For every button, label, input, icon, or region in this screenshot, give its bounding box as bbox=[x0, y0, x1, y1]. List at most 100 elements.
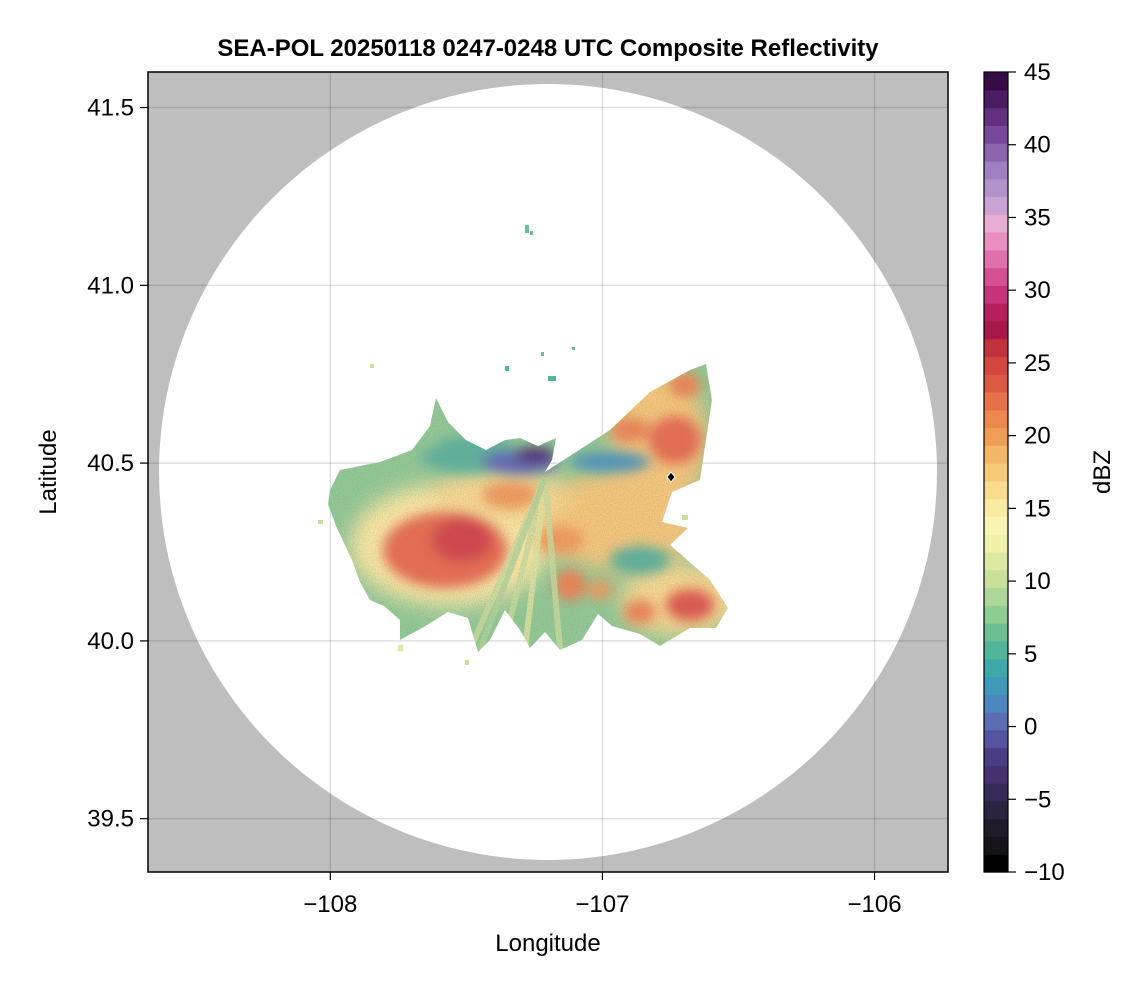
echo-spoke bbox=[542, 477, 563, 651]
colorbar-bin bbox=[984, 374, 1008, 393]
colorbar-bin bbox=[984, 623, 1008, 642]
colorbar-bin bbox=[984, 427, 1008, 446]
colorbar-bin bbox=[984, 747, 1008, 766]
colorbar-bin bbox=[984, 196, 1008, 215]
colorbar-tick-label: 40 bbox=[1024, 132, 1051, 159]
echo-region bbox=[572, 347, 575, 350]
x-axis-ticks: −108 −107 −106 bbox=[303, 872, 902, 918]
y-tick-label: 41.5 bbox=[87, 95, 134, 122]
colorbar-bin bbox=[984, 534, 1008, 553]
colorbar-frame bbox=[983, 71, 1009, 873]
colorbar-bin bbox=[984, 72, 1008, 91]
colorbar-bin bbox=[984, 712, 1008, 731]
colorbar-bin bbox=[984, 125, 1008, 144]
colorbar-tick-label: 45 bbox=[1024, 59, 1051, 86]
colorbar-bin bbox=[984, 232, 1008, 251]
y-tick-label: 39.5 bbox=[87, 806, 134, 833]
colorbar-tick-label: −10 bbox=[1024, 859, 1065, 886]
echo-region bbox=[548, 376, 556, 381]
colorbar-tick-label: 20 bbox=[1024, 423, 1051, 450]
colorbar-tick-label: 15 bbox=[1024, 495, 1051, 522]
echo-region bbox=[649, 416, 701, 464]
colorbar-tick-label: −5 bbox=[1024, 786, 1051, 813]
echo-region bbox=[541, 352, 544, 356]
y-tick-label: 40.0 bbox=[87, 628, 134, 655]
y-axis-ticks: 39.5 40.0 40.5 41.0 41.5 bbox=[87, 95, 148, 833]
echo-spoke bbox=[522, 477, 548, 651]
colorbar-bin bbox=[984, 267, 1008, 286]
echo-region bbox=[398, 645, 403, 651]
colorbar-bin bbox=[984, 463, 1008, 482]
echo-region bbox=[669, 373, 701, 397]
colorbar-bin bbox=[984, 480, 1008, 500]
echo-region bbox=[515, 447, 555, 463]
colorbar-bin bbox=[984, 445, 1008, 464]
echo-region bbox=[682, 515, 688, 520]
echo-region bbox=[610, 546, 670, 574]
x-tick-label: −106 bbox=[847, 891, 901, 918]
x-axis-label: Longitude bbox=[495, 930, 600, 957]
chart-title: SEA-POL 20250118 0247-0248 UTC Composite… bbox=[217, 35, 879, 62]
y-axis-label: Latitude bbox=[35, 429, 62, 514]
echo-region bbox=[525, 225, 529, 233]
colorbar-bin bbox=[984, 356, 1008, 375]
echo-region bbox=[536, 526, 584, 554]
colorbar-tick-label: 30 bbox=[1024, 277, 1051, 304]
echo-region bbox=[570, 452, 650, 472]
y-tick-label: 41.0 bbox=[87, 272, 134, 299]
echo-region bbox=[370, 364, 374, 368]
radar-site-marker bbox=[666, 471, 676, 483]
colorbar-tick-label: 0 bbox=[1024, 714, 1037, 741]
colorbar-bin bbox=[984, 818, 1008, 838]
colorbar-bin bbox=[984, 854, 1008, 873]
echo-spoke bbox=[502, 477, 548, 641]
colorbar-bin bbox=[984, 498, 1008, 518]
echo-region bbox=[624, 600, 656, 624]
colorbar-tick-label: 5 bbox=[1024, 641, 1037, 668]
colorbar-bin bbox=[984, 143, 1008, 162]
colorbar-bin bbox=[984, 214, 1008, 233]
colorbar-bin bbox=[984, 249, 1008, 269]
echo-region bbox=[530, 231, 533, 235]
colorbar-bin bbox=[984, 320, 1008, 340]
colorbar-bin bbox=[984, 178, 1008, 198]
echo-region bbox=[505, 366, 509, 371]
colorbar bbox=[984, 72, 1008, 873]
echo-region bbox=[465, 660, 469, 665]
colorbar-bin bbox=[984, 836, 1008, 855]
colorbar-bin bbox=[984, 729, 1008, 749]
colorbar-bin bbox=[984, 89, 1008, 109]
colorbar-bin bbox=[984, 765, 1008, 784]
echo-region bbox=[318, 520, 323, 524]
colorbar-bin bbox=[984, 800, 1008, 820]
colorbar-bin bbox=[984, 392, 1008, 411]
echo-region bbox=[482, 481, 538, 509]
echo-region bbox=[666, 589, 714, 621]
colorbar-label: dBZ bbox=[1089, 450, 1116, 494]
echo-region bbox=[610, 418, 650, 442]
colorbar-bin bbox=[984, 676, 1008, 695]
echo-region bbox=[588, 580, 612, 600]
colorbar-bin bbox=[984, 285, 1008, 304]
colorbar-bin bbox=[984, 107, 1008, 126]
colorbar-bin bbox=[984, 409, 1008, 429]
y-tick-label: 40.5 bbox=[87, 450, 134, 477]
echo-spoke bbox=[477, 476, 548, 652]
colorbar-bin bbox=[984, 552, 1008, 571]
echo-region bbox=[432, 518, 492, 562]
x-tick-label: −107 bbox=[575, 891, 629, 918]
colorbar-bin bbox=[984, 658, 1008, 678]
x-tick-label: −108 bbox=[303, 891, 357, 918]
colorbar-tick-label: 35 bbox=[1024, 204, 1051, 231]
colorbar-bin bbox=[984, 587, 1008, 606]
colorbar-bin bbox=[984, 569, 1008, 589]
colorbar-bin bbox=[984, 783, 1008, 802]
colorbar-tick-label: 25 bbox=[1024, 350, 1051, 377]
colorbar-bin bbox=[984, 160, 1008, 180]
plot-frame bbox=[147, 71, 949, 873]
colorbar-tick-label: 10 bbox=[1024, 568, 1051, 595]
colorbar-bin bbox=[984, 516, 1008, 535]
colorbar-bin bbox=[984, 605, 1008, 624]
colorbar-bin bbox=[984, 640, 1008, 660]
